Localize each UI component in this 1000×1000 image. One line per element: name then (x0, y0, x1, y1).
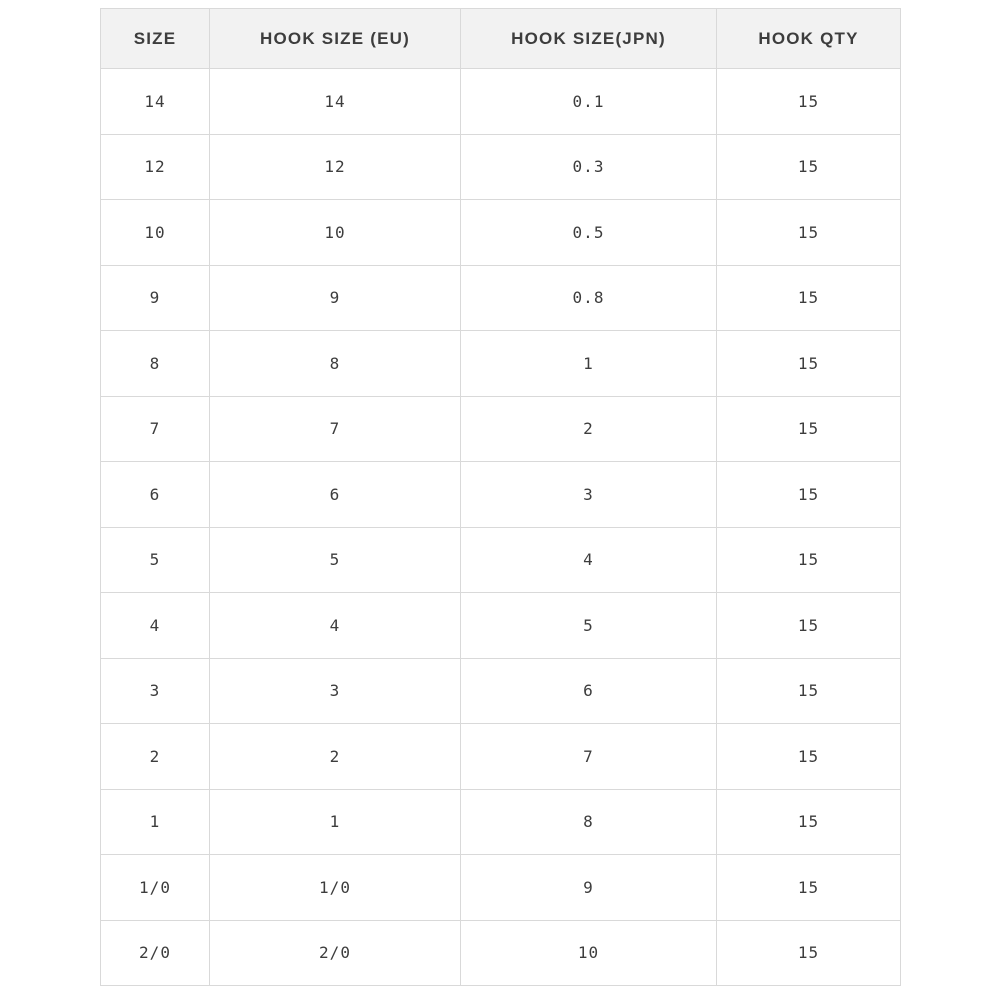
table-cell: 2/0 (209, 919, 461, 986)
table-cell: 1 (209, 788, 461, 855)
table-row: 5 5 4 15 (100, 526, 901, 593)
table-cell: 6 (460, 657, 717, 724)
table-cell: 1/0 (209, 854, 461, 921)
table-cell: 6 (100, 461, 210, 528)
table-cell: 14 (100, 68, 210, 135)
column-header: HOOK QTY (716, 8, 901, 69)
table-cell: 3 (460, 461, 717, 528)
table-cell: 10 (100, 199, 210, 266)
table-cell: 12 (209, 133, 461, 200)
table-cell: 5 (209, 526, 461, 593)
table-cell: 8 (100, 330, 210, 397)
table-cell: 5 (100, 526, 210, 593)
table-cell: 15 (716, 788, 901, 855)
table-row: 4 4 5 15 (100, 592, 901, 659)
table-cell: 15 (716, 461, 901, 528)
table-row: 6 6 3 15 (100, 461, 901, 528)
table-cell: 0.5 (460, 199, 717, 266)
table-cell: 9 (460, 854, 717, 921)
table-cell: 15 (716, 199, 901, 266)
table-cell: 15 (716, 723, 901, 790)
table-cell: 8 (209, 330, 461, 397)
table-cell: 3 (209, 657, 461, 724)
table-cell: 3 (100, 657, 210, 724)
table-row: 2 2 7 15 (100, 723, 901, 790)
table-row: 10 10 0.5 15 (100, 199, 901, 266)
table-row: 2/0 2/0 10 15 (100, 919, 901, 986)
table-cell: 4 (460, 526, 717, 593)
table-cell: 8 (460, 788, 717, 855)
table-row: 1 1 8 15 (100, 788, 901, 855)
table-cell: 0.3 (460, 133, 717, 200)
column-header: SIZE (100, 8, 210, 69)
table-cell: 15 (716, 854, 901, 921)
table-row: 12 12 0.3 15 (100, 133, 901, 200)
table-cell: 2 (460, 395, 717, 462)
table-cell: 15 (716, 133, 901, 200)
table-cell: 12 (100, 133, 210, 200)
table-header-row: SIZE HOOK SIZE (EU) HOOK SIZE(JPN) HOOK QTY (100, 8, 901, 69)
table-cell: 4 (209, 592, 461, 659)
table-cell: 15 (716, 264, 901, 331)
table-cell: 2 (100, 723, 210, 790)
table-cell: 0.8 (460, 264, 717, 331)
table-cell: 0.1 (460, 68, 717, 135)
table-cell: 2/0 (100, 919, 210, 986)
table-cell: 15 (716, 395, 901, 462)
table-cell: 10 (209, 199, 461, 266)
table-row: 1/0 1/0 9 15 (100, 854, 901, 921)
table-cell: 4 (100, 592, 210, 659)
table-body: 14 14 0.1 15 12 12 0.3 15 10 10 0.5 15 9 9 0.8 15 8 8 1 15 7… (100, 68, 901, 986)
hook-size-table: SIZE HOOK SIZE (EU) HOOK SIZE(JPN) HOOK QTY… (100, 8, 901, 986)
table-row: 14 14 0.1 15 (100, 68, 901, 135)
table-cell: 5 (460, 592, 717, 659)
table-cell: 10 (460, 919, 717, 986)
table-cell: 1 (100, 788, 210, 855)
table-cell: 7 (460, 723, 717, 790)
table-row: 7 7 2 15 (100, 395, 901, 462)
table-row: 3 3 6 15 (100, 657, 901, 724)
table-cell: 1 (460, 330, 717, 397)
table-cell: 15 (716, 68, 901, 135)
table-cell: 9 (209, 264, 461, 331)
column-header: HOOK SIZE (EU) (209, 8, 461, 69)
column-header: HOOK SIZE(JPN) (460, 8, 717, 69)
table-row: 8 8 1 15 (100, 330, 901, 397)
table-cell: 6 (209, 461, 461, 528)
table-cell: 7 (100, 395, 210, 462)
table-cell: 2 (209, 723, 461, 790)
table-cell: 15 (716, 592, 901, 659)
table-cell: 1/0 (100, 854, 210, 921)
table-cell: 15 (716, 330, 901, 397)
table-cell: 15 (716, 919, 901, 986)
table-header: SIZE HOOK SIZE (EU) HOOK SIZE(JPN) HOOK QTY (100, 8, 901, 69)
table-cell: 9 (100, 264, 210, 331)
table-cell: 15 (716, 657, 901, 724)
table-cell: 14 (209, 68, 461, 135)
table-cell: 7 (209, 395, 461, 462)
table-row: 9 9 0.8 15 (100, 264, 901, 331)
table-cell: 15 (716, 526, 901, 593)
